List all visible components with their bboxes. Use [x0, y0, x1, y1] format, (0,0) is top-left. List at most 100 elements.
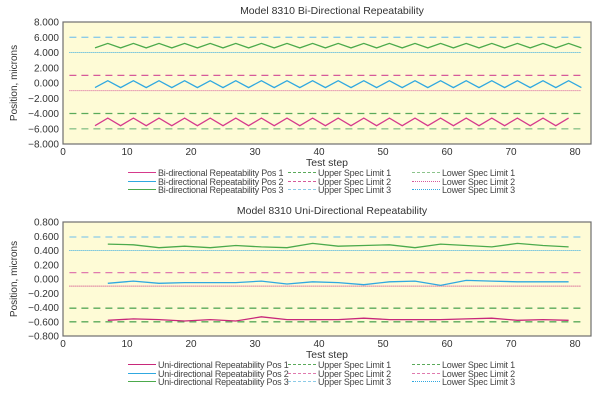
x-tick-label: 0	[60, 147, 66, 158]
legend-item-upper-spec-limit-3: Upper Spec Limit 3	[288, 186, 391, 195]
x-axis-label: Test step	[306, 157, 348, 169]
x-tick-label: 10	[121, 339, 133, 350]
y-tick-label: −0.200	[28, 289, 59, 300]
bi-directional-plot: Model 8310 Bi-Directional Repeatability 8…	[9, 5, 592, 169]
legend-label: Lower Spec Limit 3	[442, 185, 515, 195]
legend-label: Uni-directional Repeatability Pos 3	[158, 377, 289, 387]
y-tick-label: 0.200	[34, 260, 59, 271]
y-tick-label: 0.800	[34, 218, 59, 229]
legend-swatch	[128, 189, 156, 191]
legend-swatch	[128, 364, 156, 366]
legend-swatch	[288, 180, 316, 182]
legend-item-lower-spec-limit-2: Lower Spec Limit 2	[412, 368, 515, 379]
legend-swatch	[288, 372, 316, 374]
x-tick-label: 30	[249, 339, 261, 350]
x-tick-label: 50	[377, 147, 389, 158]
chart-title: Model 8310 Uni-Directional Repeatability	[237, 205, 428, 217]
legend-label: Uni-directional Repeatability Pos 2	[158, 368, 289, 379]
x-tick-label: 40	[313, 147, 325, 158]
x-tick-label: 20	[185, 147, 197, 158]
x-axis-label: Test step	[306, 349, 348, 361]
series-bi-directional-repeatability-pos-2	[94, 79, 582, 89]
y-tick-label: −0.600	[28, 317, 59, 328]
x-tick-label: 20	[185, 339, 197, 350]
y-tick-label: −8.000	[28, 140, 59, 151]
legend-item-bi-directional-repeatability-pos-1: Bi-directional Repeatability Pos 1	[128, 169, 283, 178]
legend-item-upper-spec-limit-1: Upper Spec Limit 1	[288, 361, 391, 370]
legend-label: Bi-directional Repeatability Pos 2	[158, 176, 284, 187]
legend-item-bi-directional-repeatability-pos-3: Bi-directional Repeatability Pos 3	[128, 186, 283, 195]
uni-directional-chart: Model 8310 Uni-Directional Repeatability…	[0, 200, 600, 403]
x-tick-label: 10	[121, 147, 133, 158]
y-tick-label: −0.800	[28, 332, 59, 343]
legend-swatch	[288, 381, 316, 383]
legend-label: Upper Spec Limit 2	[318, 368, 391, 379]
legend-item-upper-spec-limit-2: Upper Spec Limit 2	[288, 176, 391, 187]
x-tick-label: 60	[441, 147, 453, 158]
legend-item-uni-directional-repeatability-pos-3: Uni-directional Repeatability Pos 3	[128, 378, 289, 387]
y-tick-label: 0.000	[34, 79, 59, 90]
y-tick-label: 4.000	[34, 48, 59, 59]
y-tick-label: 0.600	[34, 232, 59, 243]
y-axis-label: Position, microns	[9, 241, 20, 317]
legend-label: Uni-directional Repeatability Pos 1	[158, 360, 289, 370]
legend-swatch	[288, 364, 316, 366]
y-tick-label: 2.000	[34, 63, 59, 74]
y-tick-label: −2.000	[28, 94, 59, 105]
legend-swatch	[128, 180, 156, 182]
legend-item-uni-directional-repeatability-pos-1: Uni-directional Repeatability Pos 1	[128, 361, 289, 370]
legend-label: Upper Spec Limit 1	[318, 360, 391, 370]
legend-label: Bi-directional Repeatability Pos 1	[158, 168, 284, 178]
legend-swatch	[288, 189, 316, 191]
legend-label: Lower Spec Limit 3	[442, 377, 515, 387]
y-tick-label: 0.000	[34, 275, 59, 286]
y-axis-label: Position, microns	[9, 45, 20, 121]
legend-item-bi-directional-repeatability-pos-2: Bi-directional Repeatability Pos 2	[128, 176, 284, 187]
legend-item-upper-spec-limit-3: Upper Spec Limit 3	[288, 378, 391, 387]
legend-swatch	[412, 172, 440, 174]
legend-item-lower-spec-limit-2: Lower Spec Limit 2	[412, 177, 515, 187]
legend-item-upper-spec-limit-2: Upper Spec Limit 2	[288, 368, 391, 379]
legend-label: Lower Spec Limit 2	[442, 368, 515, 379]
series-uni-directional-repeatability-pos-1	[107, 316, 569, 322]
y-tick-label: 6.000	[34, 33, 59, 44]
y-tick-label: −0.400	[28, 303, 59, 314]
bi-directional-legend: Bi-directional Repeatability Pos 1 Bi-dir…	[0, 169, 600, 199]
legend-swatch	[412, 372, 440, 374]
x-tick-label: 50	[377, 339, 389, 350]
legend-item-uni-directional-repeatability-pos-2: Uni-directional Repeatability Pos 2	[128, 368, 289, 379]
series-bi-directional-repeatability-pos-3	[94, 42, 582, 49]
plot-area	[62, 21, 592, 145]
uni-directional-plot: Model 8310 Uni-Directional Repeatability…	[9, 205, 592, 361]
bi-directional-chart: Model 8310 Bi-Directional Repeatability 8…	[0, 0, 600, 200]
x-tick-label: 80	[569, 339, 581, 350]
legend-swatch	[288, 172, 316, 174]
x-tick-label: 70	[505, 339, 517, 350]
series-uni-directional-repeatability-pos-2	[107, 279, 569, 287]
legend-label: Upper Spec Limit 3	[318, 377, 391, 387]
legend-label: Upper Spec Limit 3	[318, 185, 391, 195]
x-tick-label: 0	[60, 339, 66, 350]
legend-item-lower-spec-limit-1: Lower Spec Limit 1	[412, 169, 515, 178]
legend-item-lower-spec-limit-1: Lower Spec Limit 1	[412, 361, 515, 370]
x-tick-label: 30	[249, 147, 261, 158]
series-uni-directional-repeatability-pos-3	[107, 242, 569, 249]
legend-item-upper-spec-limit-1: Upper Spec Limit 1	[288, 169, 391, 178]
legend-label: Lower Spec Limit 1	[442, 360, 515, 370]
series-bi-directional-repeatability-pos-1	[94, 117, 569, 127]
legend-label: Upper Spec Limit 1	[318, 168, 391, 178]
chart-title: Model 8310 Bi-Directional Repeatability	[240, 5, 425, 17]
legend-swatch	[412, 381, 440, 383]
x-tick-label: 60	[441, 339, 453, 350]
legend-label: Upper Spec Limit 2	[318, 176, 391, 187]
legend-swatch	[128, 381, 156, 383]
y-tick-label: −4.000	[28, 109, 59, 120]
legend-item-lower-spec-limit-3: Lower Spec Limit 3	[412, 186, 515, 195]
legend-item-lower-spec-limit-3: Lower Spec Limit 3	[412, 378, 515, 387]
x-tick-label: 80	[569, 147, 581, 158]
legend-label: Bi-directional Repeatability Pos 3	[158, 185, 284, 195]
uni-directional-legend: Uni-directional Repeatability Pos 1 Uni-d…	[0, 361, 600, 391]
legend-swatch	[412, 364, 440, 366]
legend-swatch	[128, 372, 156, 374]
y-tick-label: 0.400	[34, 246, 59, 257]
